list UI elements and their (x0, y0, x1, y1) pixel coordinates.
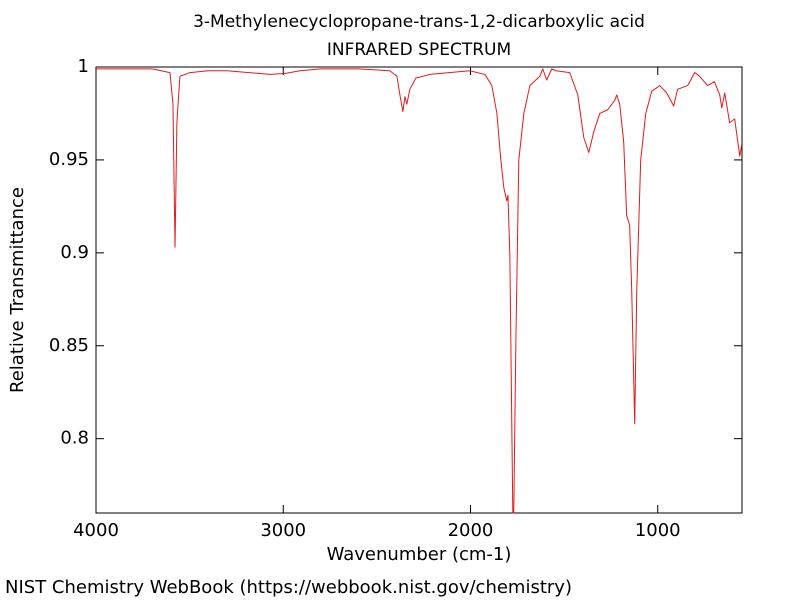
chart-subtitle: INFRARED SPECTRUM (327, 40, 511, 60)
x-tick-label: 3000 (260, 520, 306, 541)
x-axis-label: Wavenumber (cm-1) (327, 544, 512, 565)
y-tick-label: 0.9 (60, 242, 89, 263)
plot-frame (95, 66, 743, 514)
credit: NIST Chemistry WebBook (https://webbook.… (5, 577, 572, 598)
x-tick-label: 1000 (635, 520, 681, 541)
x-tick-label: 2000 (448, 520, 494, 541)
spectrum-line (96, 68, 743, 514)
y-tick-label: 0.8 (60, 428, 89, 449)
chart-title: 3-Methylenecyclopropane-trans-1,2-dicarb… (193, 12, 645, 32)
y-axis-label: Relative Transmittance (7, 187, 28, 393)
y-tick-label: 0.85 (49, 335, 89, 356)
y-tick-label: 0.95 (49, 149, 89, 170)
y-tick-label: 1 (78, 56, 89, 77)
x-tick-label: 4000 (73, 520, 119, 541)
